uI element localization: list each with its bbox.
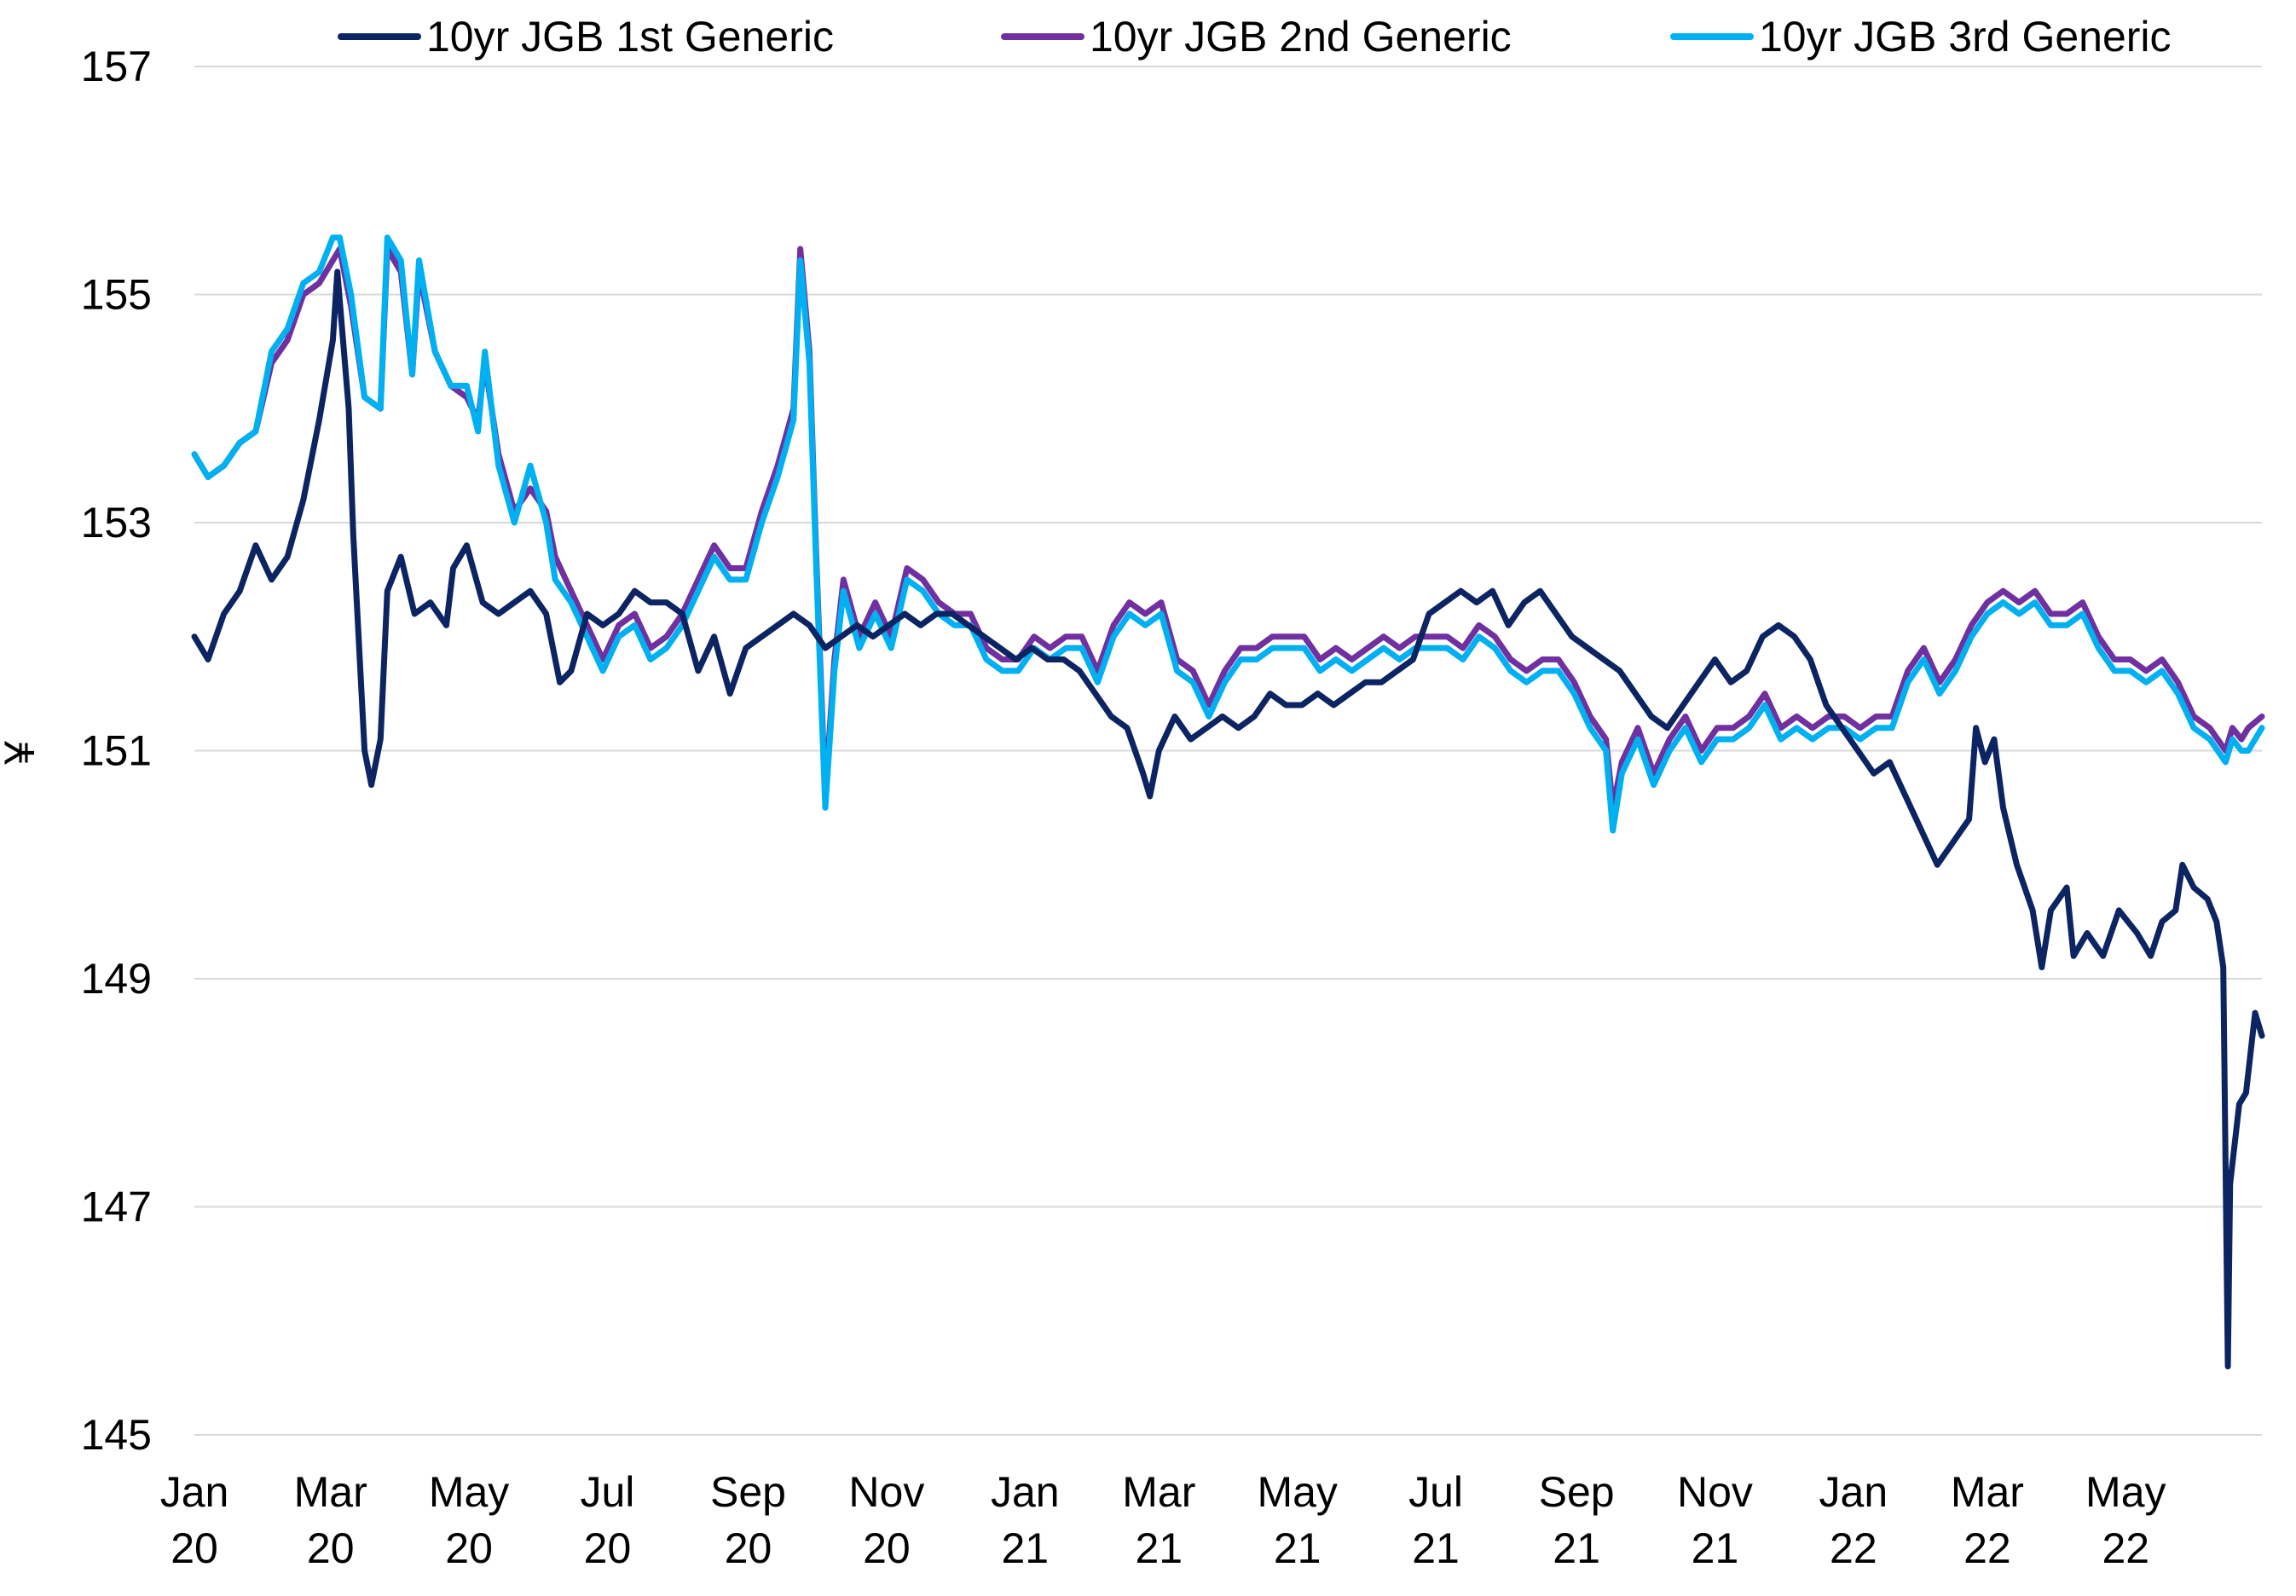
x-tick-month-label: Nov [848,1468,924,1516]
x-tick-month-label: May [429,1468,509,1516]
legend-label-3: 10yr JGB 3rd Generic [1759,13,2172,61]
series-lines [191,234,2265,1370]
series-line-3 [191,234,2265,834]
x-tick-year-label: 22 [1830,1524,1877,1572]
x-tick-year-label: 20 [445,1524,493,1572]
x-tick-month-label: Jan [1819,1468,1888,1516]
x-tick-year-label: 21 [1135,1524,1183,1572]
x-tick-year-label: 21 [1001,1524,1049,1572]
y-tick-label: 157 [81,43,152,90]
series-line-1 [191,269,2265,1370]
y-tick-label: 145 [81,1411,152,1459]
x-tick-month-label: May [1257,1468,1337,1516]
y-axis-tick-labels: 145 147 149 151 153 155 157 [81,43,152,1459]
x-tick-month-label: Mar [1951,1468,2024,1516]
gridlines [194,66,2262,1436]
x-tick-month-label: May [2085,1468,2166,1516]
x-tick-year-label: 20 [725,1524,772,1572]
x-tick-year-label: 22 [1963,1524,2011,1572]
x-tick-year-label: 20 [307,1524,355,1572]
y-tick-label: 153 [81,499,152,546]
x-tick-month-label: Nov [1677,1468,1753,1516]
x-tick-month-label: Mar [294,1468,367,1516]
x-tick-year-label: 20 [171,1524,218,1572]
x-tick-month-label: Sep [1539,1468,1615,1516]
x-tick-month-label: Jul [581,1468,635,1516]
series-line-2 [191,246,2265,811]
legend: 10yr JGB 1st Generic 10yr JGB 2nd Generic… [338,13,2172,61]
x-tick-year-label: 21 [1553,1524,1600,1572]
y-tick-label: 155 [81,271,152,319]
y-axis-title: ¥ [0,741,43,766]
x-tick-year-label: 20 [584,1524,632,1572]
x-tick-year-label: 21 [1412,1524,1460,1572]
y-tick-label: 151 [81,727,152,775]
x-tick-month-label: Jan [160,1468,229,1516]
x-tick-month-label: Mar [1122,1468,1195,1516]
x-tick-month-label: Sep [710,1468,786,1516]
y-tick-label: 149 [81,955,152,1003]
x-tick-month-label: Jul [1408,1468,1463,1516]
legend-label-1: 10yr JGB 1st Generic [426,13,834,61]
x-tick-year-label: 21 [1692,1524,1739,1572]
legend-label-2: 10yr JGB 2nd Generic [1090,13,1512,61]
x-tick-month-label: Jan [991,1468,1060,1516]
y-tick-label: 147 [81,1183,152,1231]
x-axis-tick-labels: Jan 20 Mar 20 May 20 Jul 20 Sep 20 Nov 20 Jan 21 Mar 21… [160,1468,2166,1572]
x-tick-year-label: 21 [1274,1524,1322,1572]
x-tick-year-label: 22 [2102,1524,2149,1572]
x-tick-year-label: 20 [863,1524,911,1572]
